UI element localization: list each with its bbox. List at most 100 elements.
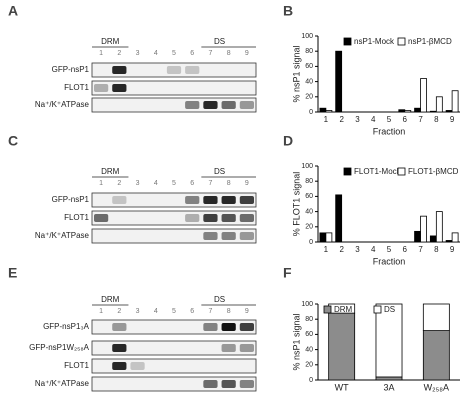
x-tick-label: 2 — [339, 245, 344, 254]
bar — [319, 232, 327, 243]
bar — [319, 107, 327, 113]
x-tick-label: 8 — [434, 115, 439, 124]
y-tick-label: 20 — [305, 362, 313, 369]
lane-number: 2 — [117, 180, 121, 187]
blot-band — [112, 362, 127, 370]
y-tick-label: 60 — [305, 331, 313, 338]
blot-band — [239, 101, 254, 109]
lane-number: 9 — [245, 308, 249, 315]
x-tick-label: 2 — [339, 115, 344, 124]
y-tick-label: 80 — [305, 48, 313, 55]
lane-number: 7 — [208, 50, 212, 57]
lane-number: 5 — [172, 50, 176, 57]
bar — [435, 211, 443, 243]
lane-number: 7 — [208, 308, 212, 315]
bar — [325, 110, 333, 113]
x-tick-label: 6 — [403, 245, 408, 254]
group-label: DS — [214, 37, 225, 46]
blot-band — [203, 232, 218, 240]
bar — [325, 232, 333, 243]
legend-swatch — [397, 167, 406, 176]
row-label: GFP-nsP1₃A — [43, 322, 90, 331]
bar — [335, 194, 343, 243]
blot-band — [221, 101, 236, 109]
y-axis-label: % nsP1 signal — [291, 45, 301, 102]
legend-swatch — [373, 305, 382, 314]
blot-band — [239, 344, 254, 352]
panel-label: D — [283, 133, 293, 149]
blot-band — [203, 323, 218, 331]
bar-segment — [328, 312, 356, 381]
blot-band — [221, 214, 236, 222]
blot-band — [203, 380, 218, 388]
y-tick-label: 100 — [301, 163, 313, 170]
blot-band — [221, 380, 236, 388]
lane-number: 4 — [154, 50, 158, 57]
blot-band — [203, 101, 218, 109]
y-tick-label: 40 — [305, 208, 313, 215]
bar — [445, 110, 453, 113]
legend-label: DS — [384, 305, 395, 314]
y-tick-label: 0 — [309, 109, 313, 116]
legend-label: FLOT1-βMCD — [408, 167, 459, 176]
lane-number: 5 — [172, 180, 176, 187]
blot-band — [239, 232, 254, 240]
group-label: DRM — [101, 37, 120, 46]
row-label: FLOT1 — [64, 213, 89, 222]
bar-segment — [422, 303, 450, 332]
blot-strip — [91, 80, 257, 96]
y-axis-label: % nsP1 signal — [291, 313, 301, 370]
legend-label: FLOT1-Mock — [354, 167, 402, 176]
blot-band — [185, 196, 200, 204]
blot-band — [185, 101, 200, 109]
lane-number: 3 — [136, 308, 140, 315]
blot-band — [130, 362, 145, 370]
bar — [404, 110, 412, 113]
bar — [420, 78, 427, 113]
lane-number: 4 — [154, 180, 158, 187]
panel-label: B — [283, 3, 293, 19]
panel-label: C — [8, 133, 18, 149]
lane-number: 1 — [99, 308, 103, 315]
y-tick-label: 40 — [305, 346, 313, 353]
x-tick-label: 7 — [418, 245, 423, 254]
x-axis-label: Fraction — [373, 256, 406, 266]
blot-band — [166, 66, 182, 74]
bar-segment — [375, 303, 403, 378]
bar — [429, 110, 437, 113]
lane-number: 2 — [117, 50, 121, 57]
x-tick-label: 1 — [324, 115, 329, 124]
lane-number: 9 — [245, 50, 249, 57]
bar — [429, 235, 437, 243]
blot-band — [94, 84, 109, 92]
x-tick-label: 3 — [355, 115, 360, 124]
lane-number: 8 — [227, 308, 231, 315]
x-tick-label: 7 — [418, 115, 423, 124]
lane-number: 6 — [190, 308, 194, 315]
blot-band — [221, 323, 236, 331]
y-tick-label: 60 — [305, 193, 313, 200]
blot-band — [112, 66, 127, 74]
x-tick-label: 4 — [371, 245, 376, 254]
y-tick-label: 80 — [305, 178, 313, 185]
x-tick-label: 3A — [383, 382, 394, 392]
group-label: DRM — [101, 167, 120, 176]
x-tick-label: WT — [335, 382, 349, 392]
blot-band — [221, 344, 236, 352]
lane-number: 6 — [190, 50, 194, 57]
blot-strip — [91, 62, 257, 78]
y-tick-label: 80 — [305, 316, 313, 323]
y-tick-label: 40 — [305, 78, 313, 85]
x-tick-label: W₂₅₈A — [424, 382, 449, 392]
y-tick-label: 20 — [305, 94, 313, 101]
bar — [445, 240, 453, 243]
row-label: Na⁺/K⁺ATPase — [35, 379, 90, 388]
panel-label: F — [283, 265, 292, 281]
x-tick-label: 8 — [434, 245, 439, 254]
row-label: GFP-nsP1W₂₅₈A — [29, 343, 90, 352]
panel-label: E — [8, 265, 17, 281]
bar — [398, 109, 406, 113]
group-label: DRM — [101, 295, 120, 304]
bar — [414, 230, 421, 243]
